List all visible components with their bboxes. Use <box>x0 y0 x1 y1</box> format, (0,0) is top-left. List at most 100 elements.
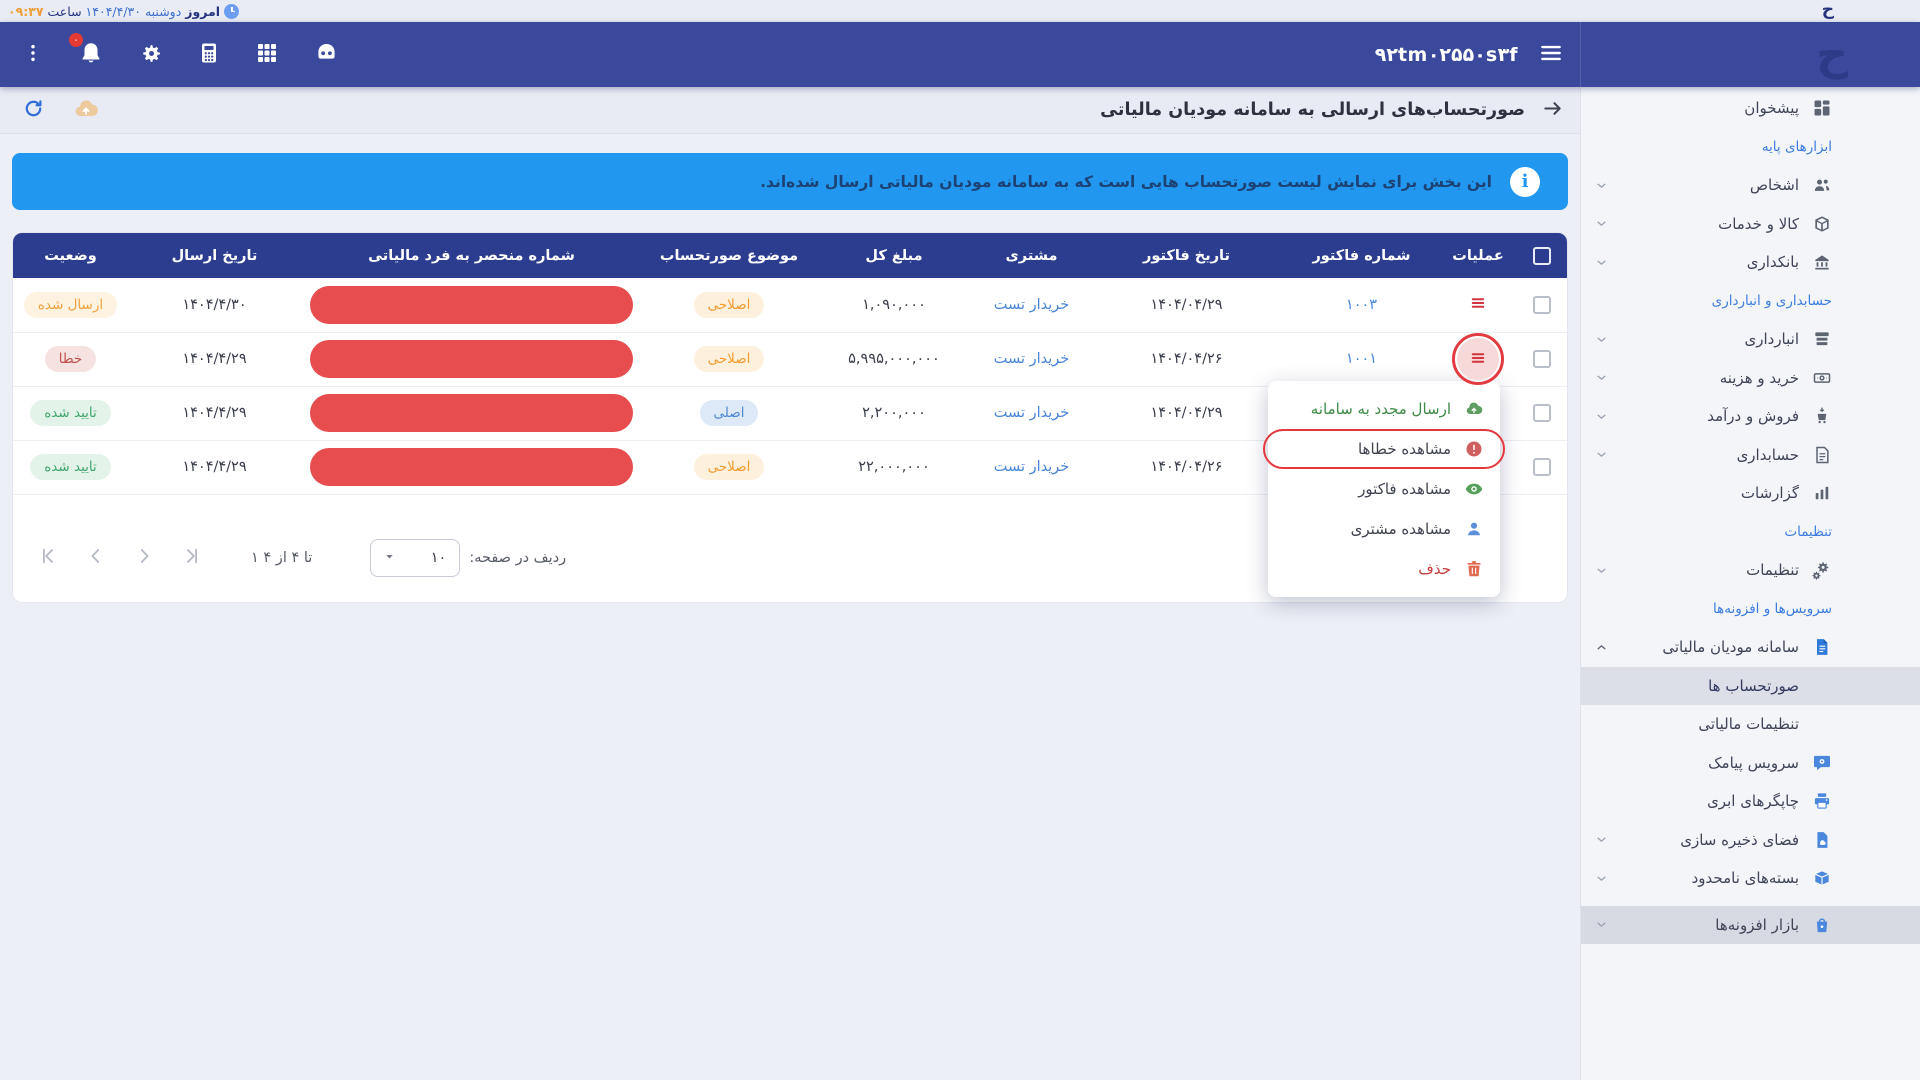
refresh-button[interactable] <box>20 95 47 125</box>
next-page-button[interactable] <box>133 545 155 570</box>
notifications-button[interactable]: ۰ <box>67 31 106 71</box>
calculator-button[interactable] <box>195 39 223 70</box>
menu-item-view-customer[interactable]: مشاهده مشتری <box>1268 509 1500 549</box>
invoices-table-card: عملیات شماره فاکتور تاریخ فاکتور مشتری م… <box>12 232 1568 603</box>
hamburger-icon <box>1538 40 1564 69</box>
row-checkbox[interactable] <box>1533 404 1551 422</box>
sidebar-toggle-button[interactable] <box>1536 38 1566 71</box>
bell-icon <box>78 40 104 69</box>
sidebar-item-label: حسابداری <box>1736 445 1799 464</box>
status-badge: ارسال شده <box>23 291 118 318</box>
chevron-down-icon <box>1595 833 1608 846</box>
refresh-icon <box>22 97 45 123</box>
person-icon <box>1464 519 1484 539</box>
invoices-table: عملیات شماره فاکتور تاریخ فاکتور مشتری م… <box>13 233 1567 495</box>
rows-per-page-label: ردیف در صفحه: <box>469 549 567 566</box>
sidebar-item-label: خرید و هزینه <box>1719 368 1799 387</box>
customer-link[interactable]: خریدار تست <box>993 459 1070 475</box>
shopping-bag-icon <box>1811 914 1832 935</box>
chevron-down-icon <box>1595 371 1608 384</box>
sidebar-item-label: گزارشات <box>1740 484 1799 503</box>
sidebar-item-reports[interactable]: گزارشات <box>1581 474 1920 513</box>
navbar: ح ۹۲tm۰۲۵۵۰s۳f ۰ <box>0 22 1920 87</box>
apps-grid-button[interactable] <box>253 39 281 70</box>
settings-button[interactable] <box>136 39 165 71</box>
menu-item-delete[interactable]: حذف <box>1268 549 1500 589</box>
sidebar-item-label: اشخاص <box>1749 176 1799 195</box>
bank-icon <box>1811 252 1832 273</box>
assistant-bot-button[interactable] <box>311 38 342 72</box>
last-page-button[interactable] <box>181 545 203 570</box>
back-button[interactable] <box>1539 95 1566 125</box>
menu-item-resend-to-system[interactable]: ارسال مجدد به سامانه <box>1268 389 1500 429</box>
header-invoice-number: شماره فاکتور <box>1284 233 1439 278</box>
sidebar: پیشخوان ابزارهای پایه اشخاص کالا و خدمات <box>1580 87 1920 1080</box>
select-all-checkbox[interactable] <box>1533 246 1551 265</box>
pagination-bar: ۱ تا ۴ از ۴ ۱۰ ردیف در صفحه: <box>13 495 1567 603</box>
subject-badge: اصلاحی <box>693 453 765 481</box>
sidebar-item-tax-settings[interactable]: تنظیمات مالیاتی <box>1581 705 1920 744</box>
sidebar-item-label: فضای ذخیره سازی <box>1680 830 1799 849</box>
gears-icon <box>1811 560 1832 581</box>
sidebar-item-cloud-printers[interactable]: چاپگرهای ابری <box>1581 782 1920 821</box>
customer-link[interactable]: خریدار تست <box>993 351 1070 367</box>
apps-grid-icon <box>255 41 279 68</box>
navbar-main: ۹۲tm۰۲۵۵۰s۳f ۰ <box>0 22 1580 87</box>
sidebar-item-addons-market[interactable]: بازار افزونه‌ها <box>1581 905 1920 944</box>
chevron-down-icon <box>1595 448 1608 461</box>
sidebar-item-label: بسته‌های نامحدود <box>1691 869 1799 888</box>
previous-page-button[interactable] <box>85 545 107 570</box>
sidebar-item-storage-space[interactable]: فضای ذخیره سازی <box>1581 821 1920 860</box>
row-operations-button[interactable] <box>1469 294 1487 315</box>
invoice-number-link[interactable]: ۱۰۰۱ <box>1345 351 1378 367</box>
sidebar-item-label: سامانه مودیان مالیاتی <box>1662 638 1799 657</box>
clock-icon <box>224 3 240 19</box>
sidebar-item-accounting[interactable]: حسابداری <box>1581 436 1920 475</box>
page-size-value: ۱۰ <box>430 549 447 566</box>
customer-link[interactable]: خریدار تست <box>993 296 1070 313</box>
total-amount-cell: ۵,۹۹۵,۰۰۰,۰۰۰ <box>814 332 974 387</box>
kebab-menu-button[interactable] <box>20 40 46 69</box>
sidebar-item-goods-services[interactable]: کالا و خدمات <box>1581 205 1920 244</box>
menu-item-view-invoice[interactable]: مشاهده فاکتور <box>1268 469 1500 509</box>
menu-item-label: ارسال مجدد به سامانه <box>1310 400 1451 418</box>
row-checkbox[interactable] <box>1533 350 1551 368</box>
sidebar-item-purchase-expense[interactable]: خرید و هزینه <box>1581 359 1920 398</box>
calculator-icon <box>197 41 221 68</box>
sidebar-item-sms-service[interactable]: سرویس پیامک <box>1581 744 1920 783</box>
cloud-upload-button[interactable] <box>71 94 101 127</box>
sidebar-item-sales-income[interactable]: فروش و درآمد <box>1581 397 1920 436</box>
row-checkbox[interactable] <box>1533 295 1551 314</box>
sidebar-item-unlimited-packages[interactable]: بسته‌های نامحدود <box>1581 859 1920 898</box>
previous-page-icon <box>85 545 107 570</box>
info-banner-text: این بخش برای نمایش لیست صورتحساب هایی اس… <box>760 172 1492 191</box>
header-send-date: تاریخ ارسال <box>130 233 299 278</box>
invoice-number-link[interactable]: ۱۰۰۳ <box>1345 296 1378 313</box>
sidebar-item-dashboard[interactable]: پیشخوان <box>1581 89 1920 128</box>
subject-badge: اصلی <box>699 399 759 427</box>
file-cloud-icon <box>1811 829 1832 850</box>
sidebar-item-label: تنظیمات مالیاتی <box>1698 715 1799 734</box>
dashboard-icon <box>1811 98 1832 119</box>
row-checkbox[interactable] <box>1533 458 1551 476</box>
page-size-select[interactable]: ۱۰ <box>370 538 461 577</box>
customer-link[interactable]: خریدار تست <box>993 405 1070 421</box>
redacted-tax-number <box>310 448 633 486</box>
datetime-bar: امروز دوشنبه ۱۴۰۴/۴/۳۰ ساعت ۰۹:۳۷ <box>8 0 240 22</box>
sidebar-item-warehousing[interactable]: انبارداری <box>1581 320 1920 359</box>
sidebar-item-banking[interactable]: بانکداری <box>1581 243 1920 282</box>
redacted-tax-number <box>310 285 633 324</box>
first-page-button[interactable] <box>37 545 59 570</box>
send-date-cell: ۱۴۰۴/۴/۲۹ <box>130 440 299 495</box>
sidebar-section-settings: تنظیمات <box>1784 523 1832 540</box>
sidebar-item-invoices[interactable]: صورتحساب ها <box>1581 666 1920 705</box>
sidebar-item-settings[interactable]: تنظیمات <box>1581 551 1920 590</box>
box-icon <box>1811 868 1832 889</box>
sidebar-item-tax-moadian-system[interactable]: سامانه مودیان مالیاتی <box>1581 628 1920 667</box>
document-icon <box>1811 444 1832 465</box>
people-icon <box>1811 175 1832 196</box>
sidebar-item-people[interactable]: اشخاص <box>1581 166 1920 205</box>
status-badge: تایید شده <box>30 453 111 481</box>
time-label: ساعت <box>47 3 82 19</box>
menu-item-view-errors[interactable]: مشاهده خطاها <box>1263 429 1505 469</box>
